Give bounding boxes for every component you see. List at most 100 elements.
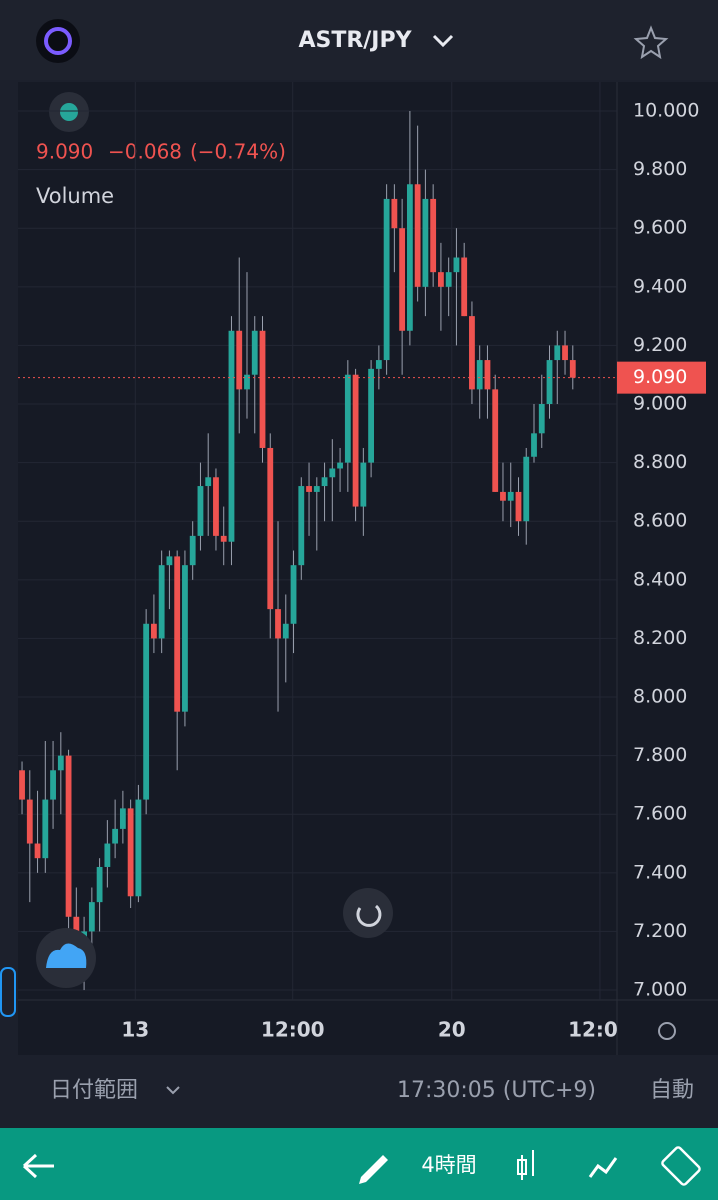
candle-body: [119, 808, 126, 829]
side-handle[interactable]: [0, 967, 16, 1017]
candle-body: [438, 272, 444, 287]
candle-body: [143, 623, 150, 800]
candle-body: [422, 198, 429, 287]
candle-body: [329, 468, 336, 478]
candle-body: [476, 360, 483, 390]
candle-body: [19, 770, 25, 800]
auto-scale[interactable]: 自動: [650, 1078, 694, 1103]
y-tick-label: 8.600: [633, 510, 687, 532]
candle-body: [445, 272, 452, 287]
legend-price: 9.090: [36, 140, 93, 164]
bottom-toolbar: [0, 1128, 718, 1200]
y-tick-label: 9.600: [633, 217, 687, 239]
x-axis: 13 12:00 20 12:00: [121, 1018, 617, 1042]
candle-body: [507, 491, 514, 501]
date-range[interactable]: 日付範囲: [50, 1078, 138, 1103]
candle-body: [383, 198, 390, 361]
candle-body: [430, 198, 437, 273]
candle-body: [96, 866, 103, 903]
candle-body: [546, 360, 553, 405]
reset-button[interactable]: [343, 888, 393, 938]
candle-body: [344, 374, 351, 463]
y-tick-label: 8.800: [633, 451, 687, 473]
candle-body: [205, 477, 212, 487]
candle-body: [492, 389, 499, 492]
reset-icon: [356, 904, 382, 927]
candle-body: [523, 456, 530, 522]
candle-body: [515, 491, 522, 522]
x-tick-label: 20: [438, 1018, 466, 1042]
candle-body: [562, 345, 568, 361]
candle-body: [360, 462, 367, 507]
candle-body: [352, 374, 359, 507]
candle-body: [34, 843, 41, 859]
candle-body: [50, 770, 56, 800]
candle-body: [453, 257, 460, 273]
candle-body: [88, 902, 95, 932]
dropdown-chevron[interactable]: [432, 34, 454, 48]
y-tick-label: 8.000: [633, 686, 687, 708]
candle-body: [267, 447, 274, 610]
candle-body: [228, 330, 235, 542]
candle-body: [414, 184, 421, 287]
candle-body: [104, 843, 111, 867]
clock: 17:30:05 (UTC+9): [397, 1078, 596, 1103]
candle-body: [554, 345, 561, 361]
candle-body: [259, 330, 266, 448]
legend-change-percent: (−0.74%): [190, 140, 286, 164]
y-tick-label: 9.000: [633, 393, 687, 415]
rotate-button[interactable]: [661, 1146, 701, 1186]
status-dot: [60, 103, 78, 121]
candle-body: [298, 486, 305, 566]
date-range-chevron: [166, 1086, 180, 1095]
candle-body: [375, 360, 382, 369]
candle-body: [158, 565, 165, 639]
candle-body: [135, 799, 142, 897]
candle-body: [282, 623, 289, 639]
favorite-star[interactable]: [633, 25, 669, 60]
logo-ring: [44, 27, 72, 55]
candle-body: [26, 799, 33, 844]
chart-type-icon: [517, 1159, 527, 1175]
brand-icon: [46, 943, 87, 968]
y-tick-label: 7.800: [633, 744, 687, 766]
candle-body: [569, 360, 576, 378]
last-price-label: 9.090: [633, 366, 687, 388]
app-logo[interactable]: [36, 19, 80, 63]
y-tick-label: 9.800: [633, 158, 687, 180]
interval[interactable]: 4時間: [421, 1153, 476, 1177]
candle-body: [251, 330, 258, 375]
y-tick-label: 9.200: [633, 334, 687, 356]
back-button[interactable]: [22, 1153, 54, 1179]
candle-body: [197, 486, 204, 536]
draw-tool[interactable]: [359, 1155, 388, 1184]
candle-body: [244, 374, 250, 390]
volume-label: Volume: [36, 184, 114, 208]
y-tick-label: 7.200: [633, 920, 687, 942]
symbol[interactable]: ASTR/JPY: [298, 28, 412, 53]
x-tick-label: 12:00: [261, 1018, 325, 1042]
candle-body: [321, 477, 328, 487]
y-tick-label: 7.600: [633, 803, 687, 825]
candle-body: [500, 491, 506, 501]
y-tick-label: 8.400: [633, 568, 687, 590]
candle-body: [65, 755, 72, 917]
candle-body: [189, 535, 196, 566]
candle-body: [213, 477, 219, 536]
settings-icon[interactable]: [658, 1022, 676, 1040]
candle-body: [406, 184, 413, 331]
candle-body: [484, 360, 491, 390]
top-bar: [0, 0, 718, 80]
candle-body: [220, 535, 227, 542]
candle-body: [127, 808, 134, 897]
y-tick-label: 8.200: [633, 627, 687, 649]
candle-body: [469, 316, 475, 390]
candle-body: [182, 565, 188, 712]
candle-body: [538, 404, 545, 434]
candle-body: [42, 799, 49, 859]
indicators-button[interactable]: [588, 1157, 618, 1178]
y-tick-label: 10.000: [633, 100, 699, 122]
y-tick-label: 9.400: [633, 275, 687, 297]
candle-body: [399, 228, 406, 331]
candle-body: [461, 257, 468, 317]
